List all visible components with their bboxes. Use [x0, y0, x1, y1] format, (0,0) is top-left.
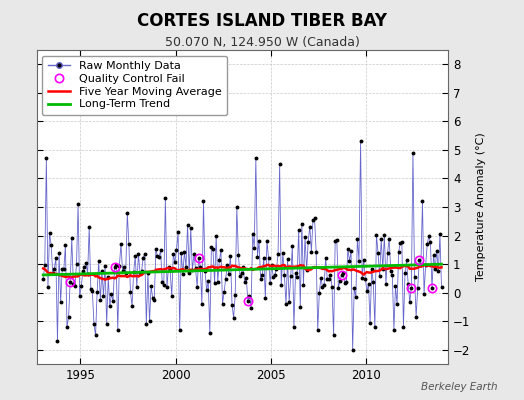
Text: CORTES ISLAND TIBER BAY: CORTES ISLAND TIBER BAY	[137, 12, 387, 30]
Text: 50.070 N, 124.950 W (Canada): 50.070 N, 124.950 W (Canada)	[165, 36, 359, 49]
Y-axis label: Temperature Anomaly (°C): Temperature Anomaly (°C)	[476, 133, 486, 281]
Legend: Raw Monthly Data, Quality Control Fail, Five Year Moving Average, Long-Term Tren: Raw Monthly Data, Quality Control Fail, …	[42, 56, 227, 115]
Text: Berkeley Earth: Berkeley Earth	[421, 382, 498, 392]
